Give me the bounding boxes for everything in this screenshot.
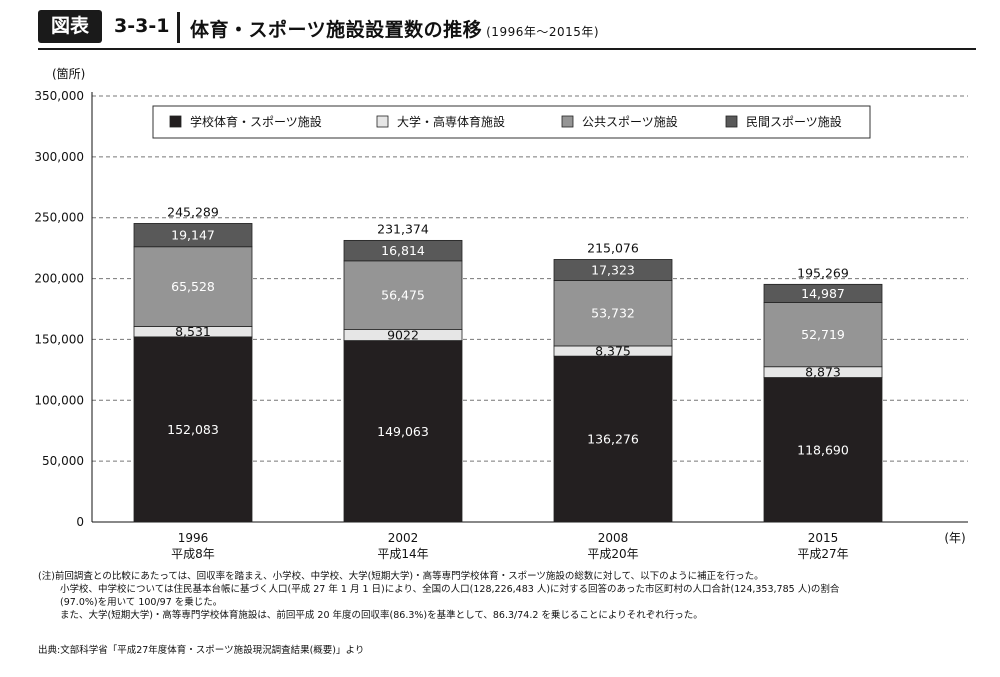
y-unit-label: (箇所) [52,67,85,81]
data-label: 19,147 [171,228,215,243]
data-label: 65,528 [171,279,215,294]
chart-title: 体育・スポーツ施設設置数の推移 (1996年〜2015年) [190,15,599,42]
legend-swatch [169,115,182,128]
legend-box [152,105,871,139]
data-label: 17,323 [591,262,635,277]
y-tick-label: 350,000 [34,89,84,103]
note-line: (注)前回調査との比較にあたっては、回収率を踏まえ、小学校、中学校、大学(短期大… [38,571,764,582]
figure-number: 3-3-1 [114,15,170,37]
bar-segment [553,259,673,281]
data-label: 14,987 [801,286,845,301]
data-label: 53,732 [591,306,635,321]
note-line: また、大学(短期大学)・高等専門学校体育施設は、前回平成 20 年度の回収率(8… [60,610,703,621]
x-tick-sublabel: 平成20年 [587,547,638,561]
data-label: 152,083 [167,422,219,437]
legend-swatch [725,115,738,128]
x-tick-label: 2008 [598,531,629,545]
chart-title-text: 体育・スポーツ施設設置数の推移 [190,19,483,41]
total-label: 231,374 [377,221,429,236]
x-tick-sublabel: 平成14年 [377,547,428,561]
x-tick-label: 1996 [178,531,209,545]
stacked-bar-chart: 0 50,000 100,000 150,000 200,000 250,000 300,0… [34,67,968,561]
x-tick-label: 2002 [388,531,419,545]
y-tick-label: 300,000 [34,150,84,164]
y-tick-label: 50,000 [42,454,84,468]
bar-segment [133,246,253,327]
y-tick-label: 150,000 [34,332,84,346]
legend-label: 公共スポーツ施設 [582,114,678,129]
total-label: 215,076 [587,240,639,255]
y-tick-label: 100,000 [34,393,84,407]
y-tick-label: 250,000 [34,211,84,225]
bar-segment [343,340,463,523]
figure-header: 図表 3-3-1 体育・スポーツ施設設置数の推移 (1996年〜2015年) [38,10,976,50]
data-label: 52,719 [801,327,845,342]
legend-label: 学校体育・スポーツ施設 [190,114,322,129]
footnotes: (注)前回調査との比較にあたっては、回収率を踏まえ、小学校、中学校、大学(短期大… [38,570,988,622]
bar-segment [763,302,883,368]
chart-title-period: (1996年〜2015年) [486,25,600,39]
note-line: (97.0%)を用いて 100/97 を乗じた。 [60,597,223,608]
data-label: 56,475 [381,288,425,303]
figure-badge: 図表 [38,10,102,43]
bar-segment [133,223,253,248]
x-unit-label: (年) [944,531,965,545]
bar-segment [133,336,253,523]
total-label: 195,269 [797,265,849,280]
data-label: 149,063 [377,424,429,439]
bar-segment [343,239,463,262]
data-label: 9022 [387,328,419,343]
legend-swatch [561,115,574,128]
title-rule [38,48,976,50]
title-divider [177,12,180,43]
data-label: 8,873 [805,365,841,380]
bar-segment [553,280,673,347]
data-label: 136,276 [587,432,639,447]
legend-label: 大学・高専体育施設 [397,114,505,129]
x-tick-sublabel: 平成8年 [171,547,215,561]
legend-label: 民間スポーツ施設 [746,114,842,129]
source-note: 出典:文部科学省「平成27年度体育・スポーツ施設現況調査結果(概要)」より [38,645,365,656]
total-label: 245,289 [167,204,219,219]
data-label: 8,531 [175,324,211,339]
bar-segment [763,377,883,523]
bar-segment [763,283,883,303]
data-label: 8,375 [595,344,631,359]
y-tick-label: 200,000 [34,272,84,286]
note-line: 小学校、中学校については住民基本台帳に基づく人口(平成 27 年 1 月 1 日… [60,584,840,595]
data-label: 16,814 [381,243,425,258]
bar-segment [343,260,463,330]
bar-segment [553,355,673,523]
y-tick-label: 0 [76,515,84,529]
legend-swatch [376,115,389,128]
x-tick-label: 2015 [808,531,839,545]
data-label: 118,690 [797,442,849,457]
x-tick-sublabel: 平成27年 [797,547,848,561]
